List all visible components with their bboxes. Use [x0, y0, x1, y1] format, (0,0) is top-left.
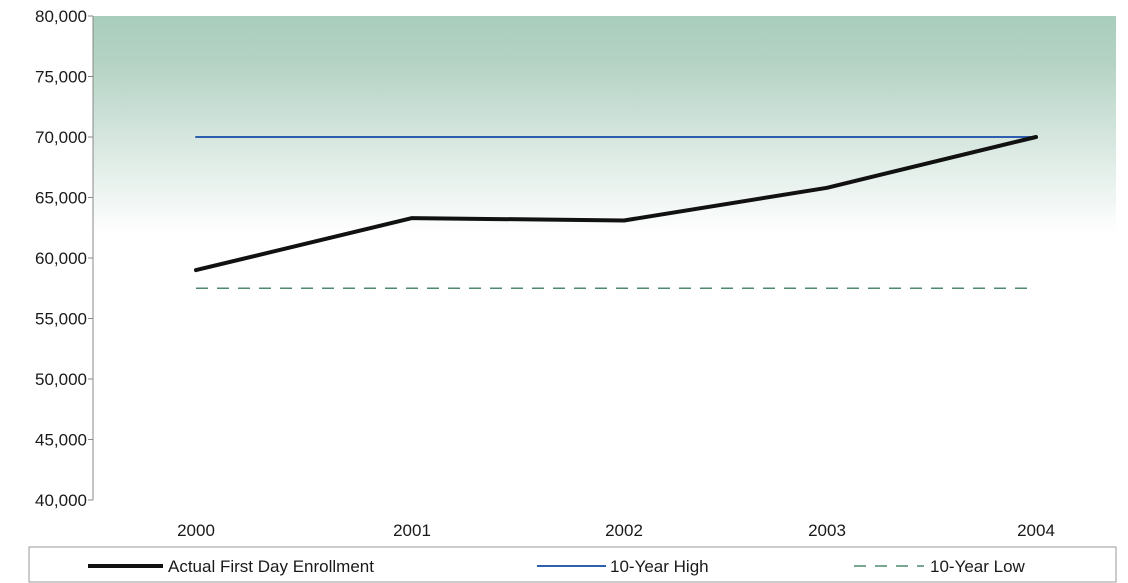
y-tick-label: 80,000	[35, 7, 87, 26]
y-axis-ticks: 40,000 45,000 50,000 55,000 60,000 65,000 70,0…	[35, 7, 93, 510]
x-axis-ticks: 2000 2001 2002 2003 2004	[177, 521, 1055, 540]
x-tick-label: 2003	[808, 521, 846, 540]
y-tick-label: 55,000	[35, 310, 87, 329]
y-tick-label: 70,000	[35, 128, 87, 147]
legend-label-2: 10-Year Low	[930, 557, 1026, 576]
y-tick-label: 65,000	[35, 189, 87, 208]
x-tick-label: 2001	[393, 521, 431, 540]
y-tick-label: 75,000	[35, 68, 87, 87]
x-tick-label: 2004	[1017, 521, 1055, 540]
y-tick-label: 40,000	[35, 491, 87, 510]
plot-area	[93, 16, 1116, 500]
x-tick-label: 2000	[177, 521, 215, 540]
legend-box	[28, 546, 1117, 583]
y-tick-label: 45,000	[35, 431, 87, 450]
series-layer	[194, 135, 1038, 290]
legend: Actual First Day Enrollment 10-Year High 1…	[28, 546, 1117, 583]
y-tick-label: 50,000	[35, 370, 87, 389]
legend-label-0: Actual First Day Enrollment	[168, 557, 374, 576]
series-line-0	[194, 135, 1038, 273]
legend-label-1: 10-Year High	[610, 557, 709, 576]
y-tick-label: 60,000	[35, 249, 87, 268]
x-tick-label: 2002	[605, 521, 643, 540]
